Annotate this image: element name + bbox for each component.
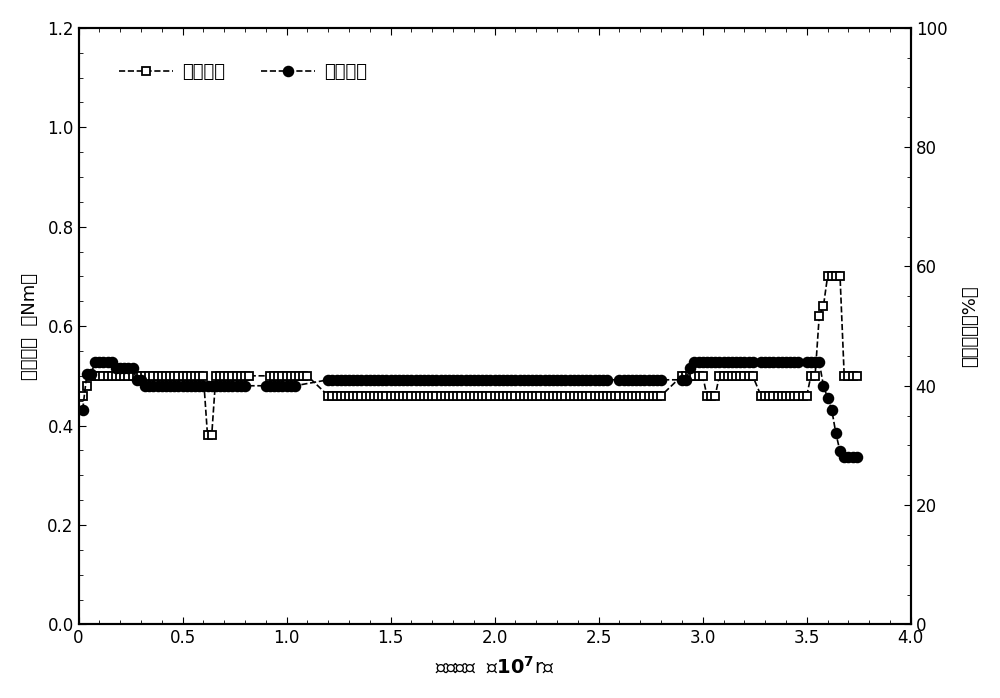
Line: 输入扔矩: 输入扔矩	[79, 272, 861, 440]
输入扔矩	[589, 392, 601, 400]
输入扔矩	[822, 272, 834, 281]
传动效率	[705, 357, 717, 366]
Y-axis label: 传动效率（%）: 传动效率（%）	[961, 285, 979, 367]
输入扔矩	[202, 431, 214, 440]
输入扔矩	[501, 392, 513, 400]
传动效率	[534, 376, 546, 384]
传动效率	[77, 406, 89, 414]
传动效率	[838, 453, 850, 461]
传动效率	[851, 453, 863, 461]
传动效率	[89, 357, 101, 366]
X-axis label: 转动圈数  （$\mathbf{10^7}$r）: 转动圈数 （$\mathbf{10^7}$r）	[435, 655, 554, 677]
输入扔矩	[106, 371, 118, 380]
传动效率	[522, 376, 534, 384]
输入扔矩	[647, 392, 659, 400]
传动效率	[326, 376, 338, 384]
输入扔矩	[152, 371, 164, 380]
Y-axis label: 输入扭矩  （Nm）: 输入扭矩 （Nm）	[21, 273, 39, 380]
Legend: 输入扭矩, 传动效率: 输入扭矩, 传动效率	[104, 49, 382, 96]
传动效率	[206, 382, 218, 390]
Line: 传动效率: 传动效率	[78, 357, 862, 462]
输入扔矩	[851, 371, 863, 380]
输入扔矩	[77, 392, 89, 400]
传动效率	[364, 376, 376, 384]
输入扔矩	[85, 371, 97, 380]
